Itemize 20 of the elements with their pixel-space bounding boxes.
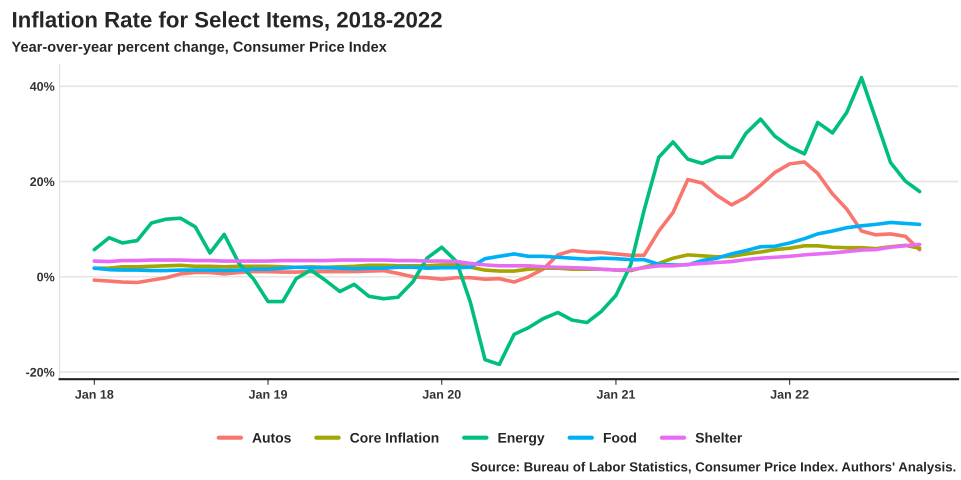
legend-label: Core Inflation — [350, 432, 438, 443]
line-series — [92, 76, 922, 366]
legend-label: Autos — [252, 433, 291, 443]
y-tick-label: 40% — [30, 82, 54, 91]
chart-title: Inflation Rate for Select Items, 2018-2022 — [13, 11, 442, 31]
legend-label: Energy — [498, 433, 545, 446]
y-tick-label: -20% — [26, 368, 54, 377]
chart-subtitle: Year-over-year percent change, Consumer Price Index — [12, 41, 387, 55]
source-note: Source: Bureau of Labor Statistics, Consumer Price Index. Authors' Analysis. — [471, 462, 956, 474]
x-tick-label: Jan 20 — [422, 390, 461, 399]
x-tick-label: Jan 18 — [75, 390, 114, 399]
y-tick-label: 20% — [30, 177, 54, 186]
legend-label: Shelter — [696, 432, 742, 443]
line-series — [92, 220, 922, 272]
x-tick-label: Jan 19 — [248, 390, 288, 399]
line-series — [92, 160, 922, 284]
legend-label: Food — [604, 432, 636, 443]
x-tick-label: Jan 21 — [596, 390, 636, 399]
x-tick-label: Jan 22 — [770, 390, 809, 399]
y-tick-label: 0% — [37, 272, 54, 282]
